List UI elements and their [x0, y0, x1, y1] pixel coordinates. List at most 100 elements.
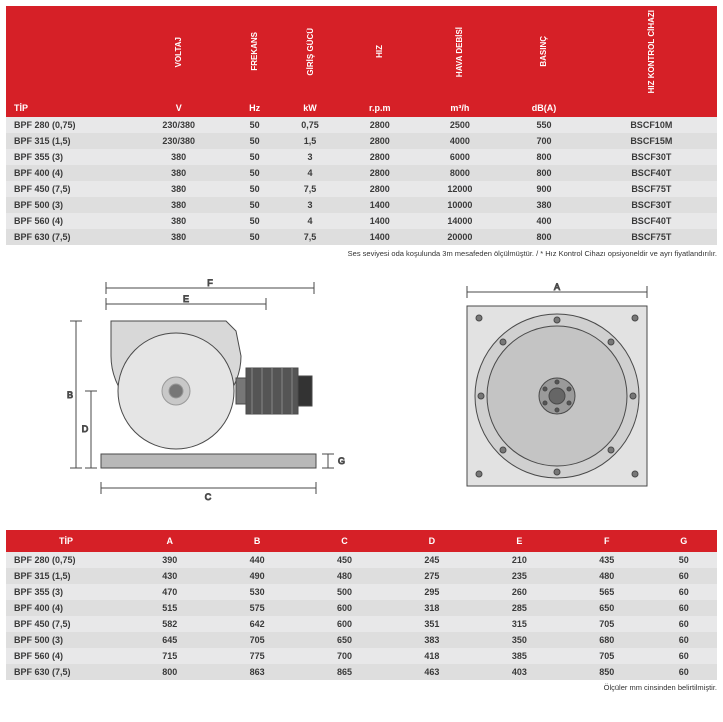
specs-header-vertical: VOLTAJFREKANSGİRİŞ GÜCÜHIZHAVA DEBİSİBAS…: [6, 6, 717, 99]
table-cell: 380: [126, 213, 231, 229]
specs-col-unit: r.p.m: [342, 99, 417, 117]
table-cell: 650: [301, 632, 388, 648]
table-cell: 463: [388, 664, 475, 680]
table-cell: 435: [563, 552, 650, 568]
table-cell: 863: [213, 664, 300, 680]
table-cell: 1400: [342, 197, 417, 213]
table-cell: 575: [213, 600, 300, 616]
table-cell: 1400: [342, 229, 417, 245]
table-cell: 380: [126, 229, 231, 245]
table-cell: 4000: [417, 133, 502, 149]
specs-col-vert: [6, 6, 126, 99]
table-row: BPF 315 (1,5)230/380501,528004000700BSCF…: [6, 133, 717, 149]
table-cell: 318: [388, 600, 475, 616]
dim-col: TİP: [6, 530, 126, 552]
table-cell: 230/380: [126, 133, 231, 149]
table-cell: 2800: [342, 133, 417, 149]
table-row: BPF 280 (0,75)39044045024521043550: [6, 552, 717, 568]
dim-label-f: F: [208, 278, 214, 288]
specs-body: BPF 280 (0,75)230/380500,7528002500550BS…: [6, 117, 717, 245]
specs-col-unit: [586, 99, 717, 117]
table-cell: 383: [388, 632, 475, 648]
table-cell: 480: [563, 568, 650, 584]
table-cell: 530: [213, 584, 300, 600]
table-cell: 418: [388, 648, 475, 664]
table-cell: 380: [126, 181, 231, 197]
table-cell: 4: [278, 213, 342, 229]
table-cell: BPF 400 (4): [6, 600, 126, 616]
specs-col-unit: kW: [278, 99, 342, 117]
table-cell: 285: [476, 600, 563, 616]
table-cell: 275: [388, 568, 475, 584]
dimensions-header: TİPABCDEFG: [6, 530, 717, 552]
table-cell: BSCF40T: [586, 213, 717, 229]
table-cell: 515: [126, 600, 213, 616]
table-cell: BPF 280 (0,75): [6, 117, 126, 133]
table-cell: 440: [213, 552, 300, 568]
technical-drawings: F E B: [6, 276, 717, 506]
specs-col-vert: FREKANS: [231, 6, 277, 99]
side-view-drawing: F E B: [46, 276, 346, 506]
table-row: BPF 400 (4)38050428008000800BSCF40T: [6, 165, 717, 181]
table-cell: 550: [502, 117, 585, 133]
table-cell: BPF 500 (3): [6, 197, 126, 213]
table-cell: 650: [563, 600, 650, 616]
table-cell: 2800: [342, 149, 417, 165]
table-cell: 50: [650, 552, 717, 568]
dim-col: F: [563, 530, 650, 552]
table-cell: 865: [301, 664, 388, 680]
table-cell: 12000: [417, 181, 502, 197]
table-cell: 800: [502, 149, 585, 165]
table-cell: 705: [563, 616, 650, 632]
table-cell: 8000: [417, 165, 502, 181]
dim-label-e: E: [183, 294, 189, 304]
specs-header-units: TİPVHzkWr.p.mm³/hdB(A): [6, 99, 717, 117]
table-cell: 50: [231, 149, 277, 165]
table-cell: BPF 355 (3): [6, 584, 126, 600]
table-cell: 1400: [342, 213, 417, 229]
table-cell: 351: [388, 616, 475, 632]
table-cell: 385: [476, 648, 563, 664]
table-cell: BPF 450 (7,5): [6, 616, 126, 632]
table-cell: 450: [301, 552, 388, 568]
table-cell: 7,5: [278, 181, 342, 197]
dim-col: A: [126, 530, 213, 552]
table-cell: 582: [126, 616, 213, 632]
table-cell: 245: [388, 552, 475, 568]
table-cell: 480: [301, 568, 388, 584]
table-cell: 20000: [417, 229, 502, 245]
table-cell: 50: [231, 117, 277, 133]
table-cell: BPF 630 (7,5): [6, 229, 126, 245]
dim-col: G: [650, 530, 717, 552]
table-cell: BSCF30T: [586, 197, 717, 213]
table-cell: 900: [502, 181, 585, 197]
dim-col: E: [476, 530, 563, 552]
table-cell: 50: [231, 229, 277, 245]
table-cell: BPF 560 (4): [6, 648, 126, 664]
specs-col-unit: m³/h: [417, 99, 502, 117]
table-cell: 400: [502, 213, 585, 229]
table-cell: 680: [563, 632, 650, 648]
dim-col: D: [388, 530, 475, 552]
specs-col-vert: VOLTAJ: [126, 6, 231, 99]
table-cell: 705: [563, 648, 650, 664]
table-cell: 490: [213, 568, 300, 584]
table-cell: 14000: [417, 213, 502, 229]
table-cell: 210: [476, 552, 563, 568]
table-cell: 645: [126, 632, 213, 648]
table-cell: 60: [650, 664, 717, 680]
table-cell: BPF 280 (0,75): [6, 552, 126, 568]
table-row: BPF 630 (7,5)380507,5140020000800BSCF75T: [6, 229, 717, 245]
table-cell: 800: [126, 664, 213, 680]
specs-col-unit: TİP: [6, 99, 126, 117]
table-cell: 380: [126, 149, 231, 165]
specs-col-vert: HAVA DEBİSİ: [417, 6, 502, 99]
table-cell: BSCF40T: [586, 165, 717, 181]
dim-col: B: [213, 530, 300, 552]
table-row: BPF 280 (0,75)230/380500,7528002500550BS…: [6, 117, 717, 133]
table-cell: 0,75: [278, 117, 342, 133]
table-cell: 403: [476, 664, 563, 680]
table-cell: BSCF15M: [586, 133, 717, 149]
table-cell: 800: [502, 165, 585, 181]
table-cell: 380: [502, 197, 585, 213]
